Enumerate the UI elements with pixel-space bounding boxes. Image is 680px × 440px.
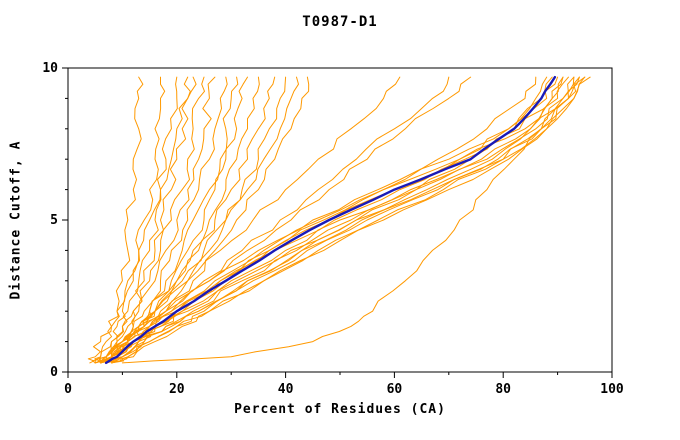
x-tick-label: 20 <box>169 382 185 397</box>
model-line <box>111 76 586 364</box>
model-line <box>104 76 472 364</box>
x-axis-label: Percent of Residues (CA) <box>234 402 446 417</box>
model-line <box>87 76 197 364</box>
x-tick-label: 0 <box>64 382 72 397</box>
x-tick-label: 100 <box>600 382 624 397</box>
chart-title: T0987-D1 <box>302 14 378 30</box>
model-line <box>100 76 276 364</box>
y-tick-label: 0 <box>50 365 58 380</box>
model-line <box>104 76 287 364</box>
model-line <box>98 76 205 364</box>
x-tick-label: 40 <box>278 382 294 397</box>
x-tick-label: 80 <box>495 382 511 397</box>
highlighted-model-line <box>104 75 557 365</box>
model-line <box>94 76 299 364</box>
model-line <box>94 76 144 364</box>
model-line <box>100 76 450 364</box>
model-line <box>111 76 310 364</box>
model-line <box>100 76 178 364</box>
model-line <box>94 76 191 364</box>
x-tick-label: 60 <box>387 382 403 397</box>
y-tick-label: 10 <box>42 61 58 76</box>
model-line <box>111 76 575 364</box>
y-tick-label: 5 <box>50 213 58 228</box>
